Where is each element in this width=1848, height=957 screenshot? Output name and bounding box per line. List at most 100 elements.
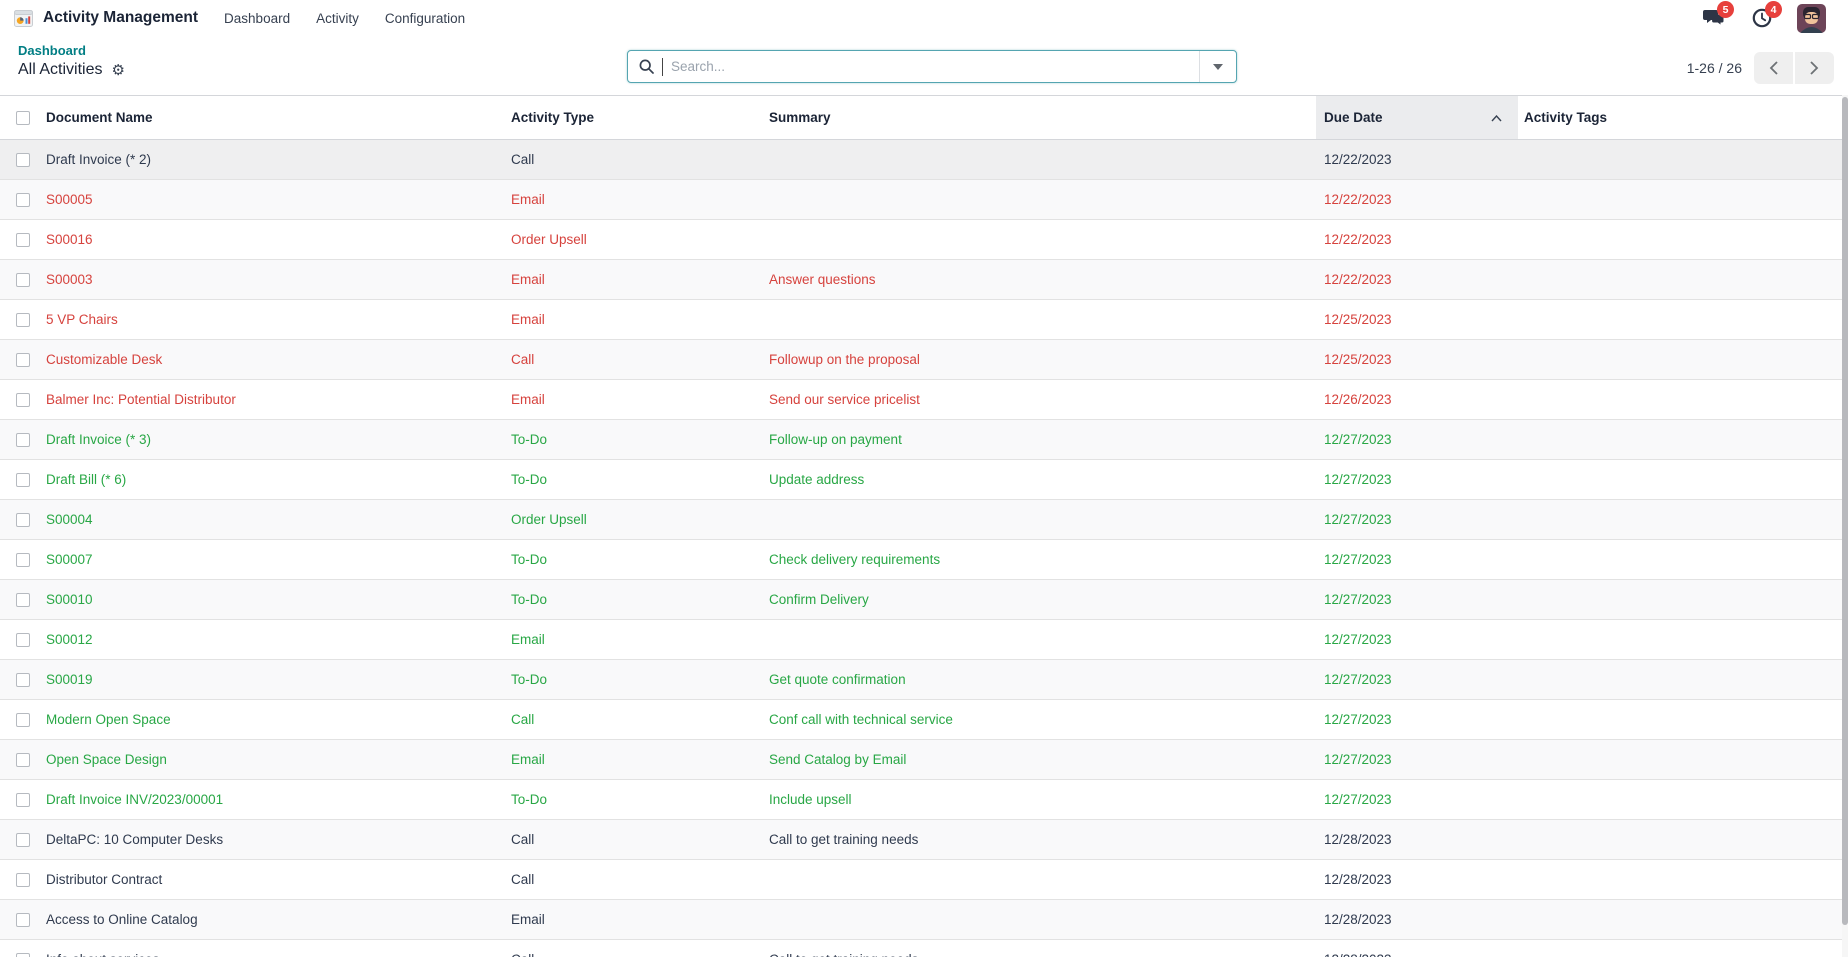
row-checkbox[interactable] — [16, 632, 30, 647]
select-all-cell — [0, 96, 40, 139]
nav-item-dashboard[interactable]: Dashboard — [224, 10, 291, 26]
row-checkbox[interactable] — [16, 592, 30, 607]
row-checkbox[interactable] — [16, 432, 30, 447]
activities-button[interactable]: 4 — [1749, 1, 1782, 31]
activity-type-cell: To-Do — [511, 672, 548, 687]
document-name-cell: 5 VP Chairs — [46, 312, 118, 327]
pager-next-button[interactable] — [1795, 52, 1834, 84]
due-date-cell: 12/22/2023 — [1324, 272, 1392, 287]
due-date-cell: 12/22/2023 — [1324, 192, 1392, 207]
user-avatar[interactable] — [1797, 3, 1826, 33]
column-header-activity-type[interactable]: Activity Type — [511, 110, 595, 125]
summary-cell: Update address — [769, 472, 865, 487]
summary-cell: Confirm Delivery — [769, 592, 869, 607]
row-checkbox[interactable] — [16, 472, 30, 487]
table-row[interactable]: Draft Invoice (* 2) Call 12/22/2023 — [0, 140, 1842, 180]
due-date-cell: 12/27/2023 — [1324, 552, 1392, 567]
app-title: Activity Management — [43, 9, 199, 26]
table-row[interactable]: S00007 To-Do Check delivery requirements… — [0, 540, 1842, 580]
row-checkbox[interactable] — [16, 832, 30, 847]
column-header-activity-tags[interactable]: Activity Tags — [1524, 110, 1608, 125]
row-checkbox[interactable] — [16, 672, 30, 687]
activity-type-cell: To-Do — [511, 552, 548, 567]
pager: 1-26 / 26 — [1687, 52, 1834, 84]
row-select-cell — [0, 312, 40, 327]
summary-cell: Send Catalog by Email — [769, 752, 907, 767]
top-navbar: Activity Management Dashboard Activity C… — [0, 0, 1848, 36]
table-row[interactable]: Modern Open Space Call Conf call with te… — [0, 700, 1842, 740]
app-logo-icon[interactable] — [14, 9, 33, 27]
table-row[interactable]: Access to Online Catalog Email 12/28/202… — [0, 900, 1842, 940]
document-name-cell: Modern Open Space — [46, 712, 171, 727]
search-options-toggle[interactable] — [1199, 51, 1236, 82]
due-date-cell: 12/27/2023 — [1324, 792, 1392, 807]
activity-type-cell: Call — [511, 712, 535, 727]
activity-type-cell: Call — [511, 352, 535, 367]
row-checkbox[interactable] — [16, 232, 30, 247]
table-row[interactable]: S00004 Order Upsell 12/27/2023 — [0, 500, 1842, 540]
activity-type-cell: Call — [505, 952, 763, 957]
activity-type-cell: Call — [511, 832, 535, 847]
table-row[interactable]: Draft Invoice INV/2023/00001 To-Do Inclu… — [0, 780, 1842, 820]
search-input[interactable]: Search... — [628, 51, 1199, 82]
select-all-checkbox[interactable] — [16, 110, 30, 125]
search-box: Search... — [627, 50, 1237, 83]
table-row[interactable]: Info about services Call Call to get tra… — [0, 940, 1842, 957]
pager-previous-button[interactable] — [1754, 52, 1793, 84]
row-checkbox[interactable] — [16, 712, 30, 727]
row-select-cell — [0, 712, 40, 727]
gear-icon[interactable]: ⚙ — [111, 61, 125, 79]
row-checkbox[interactable] — [16, 912, 30, 927]
table-row[interactable]: Open Space Design Email Send Catalog by … — [0, 740, 1842, 780]
row-checkbox[interactable] — [16, 312, 30, 327]
row-checkbox[interactable] — [16, 272, 30, 287]
table-row[interactable]: S00012 Email 12/27/2023 — [0, 620, 1842, 660]
table-row[interactable]: Draft Invoice (* 3) To-Do Follow-up on p… — [0, 420, 1842, 460]
table-row[interactable]: Customizable Desk Call Followup on the p… — [0, 340, 1842, 380]
column-header-due-date[interactable]: Due Date — [1316, 96, 1518, 139]
scrollbar-thumb[interactable] — [1842, 97, 1848, 925]
summary-cell: Call to get training needs — [769, 832, 919, 847]
document-name-cell: Draft Invoice (* 2) — [46, 152, 152, 167]
row-checkbox[interactable] — [16, 392, 30, 407]
activity-type-cell: Order Upsell — [511, 512, 587, 527]
table-row[interactable]: S00019 To-Do Get quote confirmation 12/2… — [0, 660, 1842, 700]
row-checkbox[interactable] — [16, 752, 30, 767]
table-row[interactable]: 5 VP Chairs Email 12/25/2023 — [0, 300, 1842, 340]
row-checkbox[interactable] — [16, 192, 30, 207]
column-header-document-name[interactable]: Document Name — [46, 110, 153, 125]
vertical-scrollbar[interactable] — [1842, 95, 1848, 957]
document-name-cell: S00003 — [46, 272, 93, 287]
due-date-cell: 12/27/2023 — [1324, 632, 1392, 647]
table-row[interactable]: S00010 To-Do Confirm Delivery 12/27/2023 — [0, 580, 1842, 620]
activity-type-cell: Email — [511, 752, 545, 767]
column-header-summary[interactable]: Summary — [769, 110, 831, 125]
table-row[interactable]: Distributor Contract Call 12/28/2023 — [0, 860, 1842, 900]
document-name-cell: Distributor Contract — [46, 872, 163, 887]
breadcrumb[interactable]: Dashboard — [18, 43, 86, 58]
table-row[interactable]: S00016 Order Upsell 12/22/2023 — [0, 220, 1842, 260]
nav-item-activity[interactable]: Activity — [316, 10, 359, 26]
due-date-cell: 12/27/2023 — [1324, 592, 1392, 607]
messages-button[interactable]: 5 — [1701, 1, 1734, 31]
row-checkbox[interactable] — [16, 152, 30, 167]
row-checkbox[interactable] — [16, 512, 30, 527]
activity-type-cell: To-Do — [511, 432, 548, 447]
table-row[interactable]: DeltaPC: 10 Computer Desks Call Call to … — [0, 820, 1842, 860]
table-row[interactable]: S00005 Email 12/22/2023 — [0, 180, 1842, 220]
row-checkbox[interactable] — [16, 552, 30, 567]
activity-type-cell: Email — [511, 632, 545, 647]
document-name-cell: S00012 — [46, 632, 93, 647]
chevron-left-icon — [1769, 61, 1778, 75]
row-checkbox[interactable] — [16, 952, 30, 957]
pager-range: 1-26 / 26 — [1686, 60, 1742, 76]
nav-item-configuration[interactable]: Configuration — [384, 10, 466, 26]
document-name-cell: S00019 — [46, 672, 93, 687]
table-row[interactable]: Balmer Inc: Potential Distributor Email … — [0, 380, 1842, 420]
table-row[interactable]: Draft Bill (* 6) To-Do Update address 12… — [0, 460, 1842, 500]
row-select-cell — [0, 152, 40, 167]
row-checkbox[interactable] — [16, 352, 30, 367]
row-checkbox[interactable] — [16, 792, 30, 807]
table-row[interactable]: S00003 Email Answer questions 12/22/2023 — [0, 260, 1842, 300]
row-checkbox[interactable] — [16, 872, 30, 887]
